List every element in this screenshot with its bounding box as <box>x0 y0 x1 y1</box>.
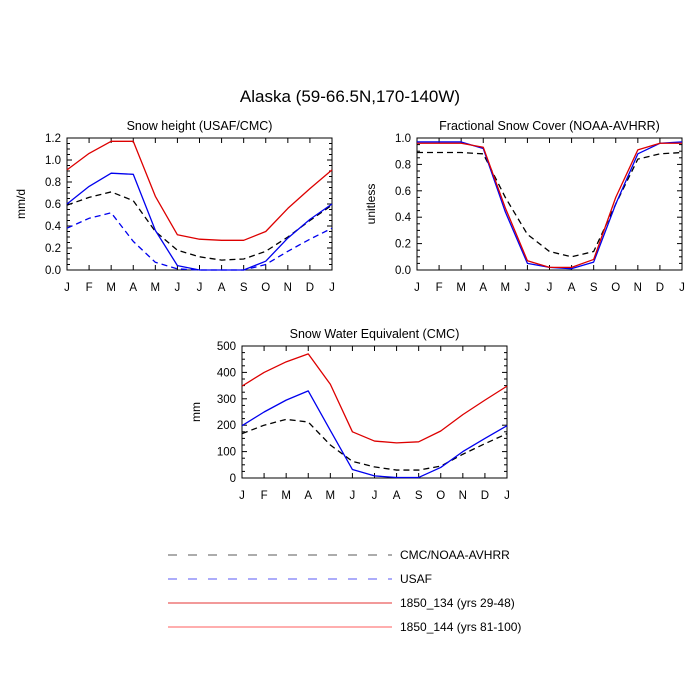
snow-cover-title: Fractional Snow Cover (NOAA-AVHRR) <box>439 119 660 133</box>
snow-height-ytick-label: 1.0 <box>45 155 61 167</box>
snow-cover-xtick-label: M <box>501 282 511 294</box>
snow-cover-series-line <box>417 141 683 270</box>
swe-xtick-label: J <box>504 490 510 502</box>
swe-xtick-label: J <box>239 490 245 502</box>
swe-series-line <box>241 418 508 471</box>
snow-height-ytick-label: 0.6 <box>45 199 61 211</box>
snow-height-series-line <box>66 140 333 241</box>
snow-height-ylabel: mm/d <box>14 189 28 219</box>
snow-cover-xtick-label: J <box>679 282 685 294</box>
chart-snow-height: Snow height (USAF/CMC) mm/d 0.0 0.2 0.4 0.6 0.… <box>14 119 335 294</box>
swe-xtick-label: A <box>304 490 312 502</box>
swe-ylabel: mm <box>189 402 203 422</box>
chart-snow-water-equivalent: Snow Water Equivalent (CMC) mm 0 100 200 300 4… <box>189 327 510 502</box>
snow-height-series-line <box>66 172 333 271</box>
snow-height-xtick-label: J <box>197 282 203 294</box>
snow-height-ytick-label: 0.8 <box>45 177 61 189</box>
snow-cover-ytick-label: 0.6 <box>395 186 411 198</box>
snow-height-ytick-label: 0.4 <box>45 221 62 233</box>
swe-xtick-label: S <box>415 490 423 502</box>
snow-cover-ytick-label: 0.8 <box>395 159 411 171</box>
snow-height-series-line <box>66 212 333 271</box>
snow-height-title: Snow height (USAF/CMC) <box>127 119 273 133</box>
snow-height-xtick-label: S <box>240 282 248 294</box>
swe-ytick-label: 500 <box>217 341 236 353</box>
snow-cover-xtick-label: N <box>634 282 642 294</box>
swe-xtick-label: J <box>372 490 378 502</box>
swe-ytick-label: 100 <box>217 447 236 459</box>
snow-height-xtick-label: A <box>218 282 226 294</box>
snow-cover-xtick-label: M <box>456 282 466 294</box>
snow-cover-xtick-label: J <box>414 282 420 294</box>
snow-cover-ytick-label: 0.2 <box>395 239 411 251</box>
swe-ytick-label: 400 <box>217 367 236 379</box>
snow-cover-series-line <box>417 151 683 258</box>
snow-height-ytick-label: 0.0 <box>45 265 61 277</box>
swe-xtick-label: F <box>261 490 268 502</box>
snow-height-xtick-label: N <box>284 282 292 294</box>
snow-height-series-line <box>66 191 333 261</box>
snow-cover-xtick-label: A <box>568 282 576 294</box>
snow-height-xtick-label: D <box>306 282 314 294</box>
legend-label: CMC/NOAA-AVHRR <box>400 548 510 562</box>
swe-ytick-label: 200 <box>217 420 236 432</box>
legend-label: USAF <box>400 572 432 586</box>
swe-xtick-label: A <box>393 490 401 502</box>
snow-height-xtick-label: F <box>86 282 93 294</box>
swe-ytick-label: 300 <box>217 394 236 406</box>
snow-cover-ytick-label: 0.0 <box>395 265 411 277</box>
snow-height-xtick-label: J <box>64 282 70 294</box>
snow-cover-ytick-label: 1.0 <box>395 133 411 145</box>
snow-cover-xtick-label: S <box>590 282 598 294</box>
snow-cover-ylabel: unitless <box>364 184 378 225</box>
snow-height-ytick-label: 1.2 <box>45 133 61 145</box>
swe-xtick-label: M <box>326 490 336 502</box>
snow-cover-xtick-label: F <box>436 282 443 294</box>
snow-cover-xtick-label: O <box>611 282 620 294</box>
snow-cover-xtick-label: J <box>547 282 553 294</box>
legend: CMC/NOAA-AVHRR USAF 1850_134 (yrs 29-48) 18… <box>168 548 521 634</box>
snow-height-xtick-label: J <box>329 282 335 294</box>
swe-ytick-label: 0 <box>230 473 236 485</box>
chart-fractional-snow-cover: Fractional Snow Cover (NOAA-AVHRR) unitle… <box>364 119 685 294</box>
swe-xtick-label: N <box>459 490 467 502</box>
swe-xtick-label: O <box>436 490 445 502</box>
snow-height-xtick-label: M <box>106 282 116 294</box>
snow-height-xtick-label: J <box>175 282 181 294</box>
snow-cover-plot-frame <box>416 137 683 271</box>
snow-cover-series-line <box>417 142 682 269</box>
snow-height-xtick-label: A <box>129 282 137 294</box>
snow-height-xtick-label: O <box>261 282 270 294</box>
legend-label: 1850_134 (yrs 29-48) <box>400 596 515 610</box>
swe-title: Snow Water Equivalent (CMC) <box>290 327 460 341</box>
swe-xtick-label: D <box>481 490 489 502</box>
swe-series-line <box>241 390 508 479</box>
snow-cover-xtick-label: J <box>525 282 531 294</box>
swe-xtick-label: M <box>281 490 291 502</box>
swe-series-line <box>241 353 508 444</box>
legend-label: 1850_144 (yrs 81-100) <box>400 620 521 634</box>
snow-cover-xtick-label: A <box>479 282 487 294</box>
swe-xtick-label: J <box>350 490 356 502</box>
figure-title: Alaska (59-66.5N,170-140W) <box>240 87 460 106</box>
snow-cover-ytick-label: 0.4 <box>395 212 412 224</box>
snow-cover-xtick-label: D <box>656 282 664 294</box>
snow-height-ytick-label: 0.2 <box>45 243 61 255</box>
snow-height-xtick-label: M <box>151 282 161 294</box>
